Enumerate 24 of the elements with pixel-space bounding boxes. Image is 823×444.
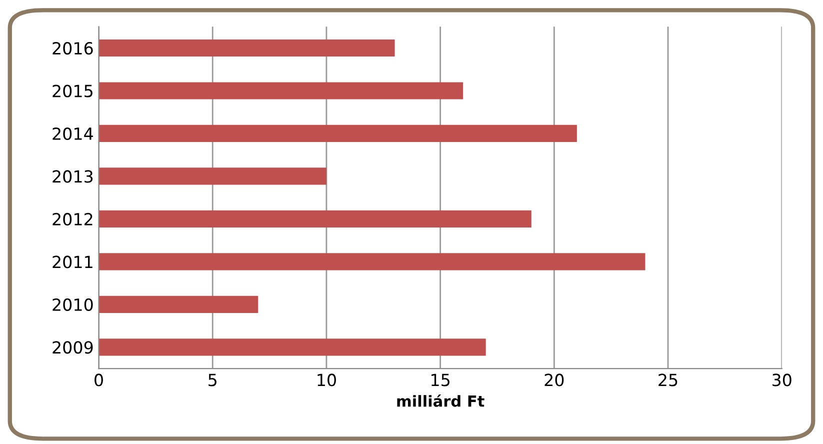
bar (98, 124, 577, 142)
bar (98, 210, 532, 228)
bar (98, 253, 646, 270)
bar (98, 168, 326, 185)
y-tick-label: 2014 (52, 127, 93, 140)
bar (98, 39, 395, 57)
x-tick-label: 30 (772, 374, 792, 386)
x-tick-label: 0 (94, 374, 103, 386)
x-tick-label: 10 (318, 374, 336, 386)
y-tick-label: 2011 (52, 256, 92, 268)
bar (98, 296, 258, 313)
y-tick-label: 2015 (52, 84, 92, 98)
y-tick-label: 2013 (52, 170, 93, 183)
x-tick-label: 20 (544, 374, 564, 386)
y-tick-label: 2016 (52, 42, 93, 55)
x-axis-title: milliárd Ft (397, 394, 484, 407)
bar (98, 82, 464, 100)
x-tick-label: 15 (432, 374, 450, 386)
x-tick-label: 5 (208, 374, 216, 386)
y-tick-label: 2012 (52, 212, 92, 226)
x-tick-label: 25 (658, 374, 678, 386)
bar (98, 338, 486, 356)
y-tick-label: 2009 (52, 341, 93, 354)
y-tick-label: 2010 (52, 298, 93, 311)
